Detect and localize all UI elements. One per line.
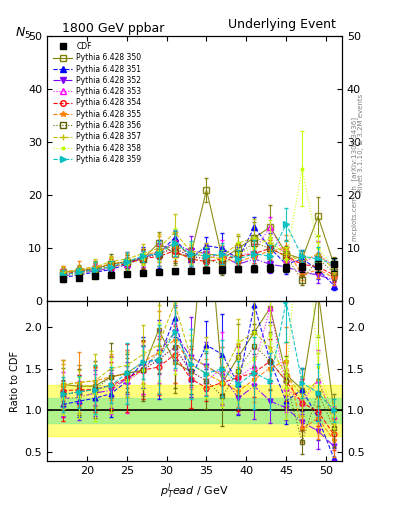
Text: Underlying Event: Underlying Event xyxy=(228,17,336,31)
Text: Rivet 3.1.10; ≥ 3.2M events: Rivet 3.1.10; ≥ 3.2M events xyxy=(358,94,364,193)
Text: 1800 GeV ppbar: 1800 GeV ppbar xyxy=(62,22,164,35)
X-axis label: $p_T^l ead$ / GeV: $p_T^l ead$ / GeV xyxy=(160,481,229,501)
Legend: CDF, Pythia 6.428 350, Pythia 6.428 351, Pythia 6.428 352, Pythia 6.428 353, Pyt: CDF, Pythia 6.428 350, Pythia 6.428 351,… xyxy=(51,39,143,166)
Text: mcplots.cern.ch  [arXiv:1306.3436]: mcplots.cern.ch [arXiv:1306.3436] xyxy=(352,117,358,241)
Y-axis label: $N_5$: $N_5$ xyxy=(15,26,32,41)
Y-axis label: Ratio to CDF: Ratio to CDF xyxy=(10,351,20,412)
